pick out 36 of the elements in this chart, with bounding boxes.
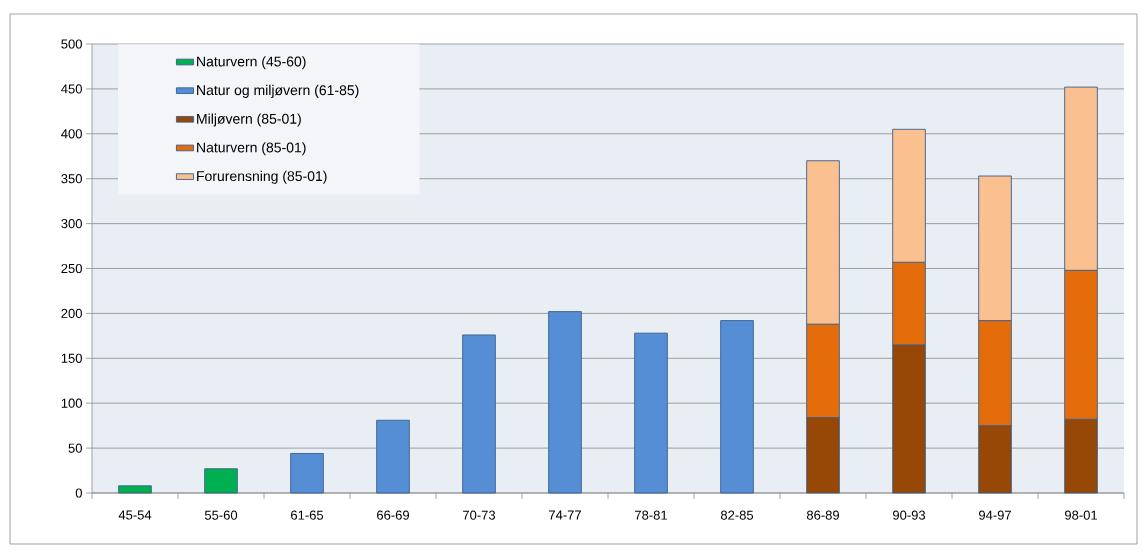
x-tick-label: 94-97	[979, 510, 1011, 520]
bar	[204, 468, 238, 494]
x-tick-label: 78-81	[635, 510, 667, 520]
x-tick-label: 45-54	[118, 510, 152, 520]
x-tick-label: 74-77	[549, 510, 581, 520]
legend-label: Natur og miljøvern (61-85)	[197, 84, 359, 98]
bar	[376, 419, 410, 494]
y-tick-label: 300	[61, 218, 82, 229]
x-tick-label: 55-60	[204, 510, 238, 520]
x-tick-label: 61-65	[291, 510, 324, 520]
x-tick-label: 90-93	[893, 510, 926, 520]
y-tick-label: 0	[75, 488, 82, 498]
legend-label: Naturvern (45-60)	[197, 56, 306, 70]
y-tick-label: 400	[61, 129, 82, 139]
y-tick-label: 250	[61, 263, 82, 274]
x-tick-label: 86-89	[806, 510, 840, 520]
y-tick-label: 500	[61, 39, 82, 49]
y-tick-label: 150	[61, 353, 82, 363]
bar	[548, 311, 582, 494]
y-tick-label: 350	[61, 174, 82, 184]
x-tick-label: 66-69	[377, 510, 410, 520]
legend-label: Miljøvern (85-01)	[197, 113, 301, 127]
x-tick-label: 70-73	[463, 510, 496, 520]
x-tick-label: 82-85	[720, 510, 754, 520]
y-tick-label: 50	[68, 443, 82, 453]
y-tick-label: 450	[61, 84, 82, 94]
y-tick-label: 100	[61, 398, 82, 408]
y-tick-label: 200	[61, 308, 82, 318]
bar	[118, 485, 152, 494]
legend-label: Forurensning (85-01)	[197, 170, 327, 184]
x-tick-label: 98-01	[1065, 510, 1098, 520]
bar	[634, 332, 668, 494]
legend-label: Naturvern (85-01)	[197, 142, 306, 156]
bar	[462, 334, 496, 494]
bar	[290, 453, 324, 494]
bar	[720, 320, 754, 494]
